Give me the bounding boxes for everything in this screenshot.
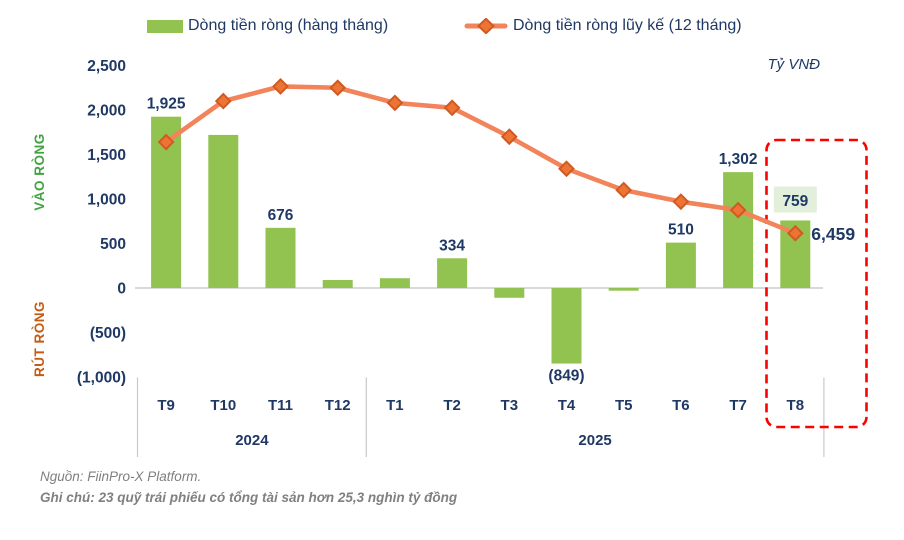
bar-T2 bbox=[437, 258, 468, 288]
x-axis-month-label: T5 bbox=[615, 397, 633, 414]
legend-item-cumulative-flow: Dòng tiền ròng lũy kế (12 tháng) bbox=[464, 13, 742, 39]
line-marker-T2 bbox=[443, 99, 461, 117]
legend-item-monthly-flow: Dòng tiền ròng (hàng tháng) bbox=[147, 13, 388, 39]
bar-T4 bbox=[551, 288, 582, 364]
legend-label-monthly-flow: Dòng tiền ròng (hàng tháng) bbox=[188, 17, 389, 34]
line-marker-T8 bbox=[786, 224, 804, 242]
bar-label-T6: 510 bbox=[668, 222, 694, 239]
bar-label-T11: 676 bbox=[268, 207, 294, 224]
cumulative-line bbox=[163, 84, 798, 236]
bar-label-T7: 1,302 bbox=[719, 151, 758, 168]
line-marker-T3 bbox=[500, 128, 518, 146]
y-tick-label: 500 bbox=[100, 236, 126, 253]
footer-notes: Nguồn: FiinPro-X Platform. Ghi chú: 23 q… bbox=[40, 466, 457, 508]
line-marker-T11 bbox=[272, 78, 289, 95]
x-axis-month-label: T2 bbox=[443, 397, 461, 414]
bar-T7 bbox=[723, 172, 754, 288]
y-tick-label: (500) bbox=[90, 325, 126, 342]
y-tick-label: (1,000) bbox=[77, 370, 126, 387]
line-marker-T9 bbox=[157, 133, 175, 151]
unit-label: Tỷ VNĐ bbox=[768, 56, 821, 73]
y-tick-label: 0 bbox=[117, 281, 126, 298]
bar-series-swatch-icon bbox=[147, 19, 183, 33]
line-marker-T10 bbox=[214, 92, 232, 110]
x-axis-month-label: T4 bbox=[558, 397, 576, 414]
line-marker-T7 bbox=[729, 201, 747, 219]
line-marker-T4 bbox=[558, 160, 575, 178]
y-tick-label: 1,000 bbox=[87, 192, 126, 209]
line-series-marker-icon bbox=[464, 18, 508, 34]
source-note: Nguồn: FiinPro-X Platform. bbox=[40, 469, 202, 484]
legend-label-cumulative-flow: Dòng tiền ròng lũy kế (12 tháng) bbox=[513, 17, 742, 34]
x-axis-year-label: 2024 bbox=[235, 432, 269, 449]
x-axis-month-label: T9 bbox=[157, 397, 175, 414]
x-axis-month-label: T7 bbox=[729, 397, 747, 414]
bar-label-T8: 759 bbox=[782, 193, 808, 210]
bar-label-T2: 334 bbox=[439, 237, 465, 254]
chart-legend: Dòng tiền ròng (hàng tháng) Dòng tiền rò… bbox=[0, 13, 904, 41]
outflow-side-label: RÚT RÒNG bbox=[32, 301, 47, 377]
x-axis-month-label: T12 bbox=[325, 397, 351, 414]
y-tick-label: 1,500 bbox=[87, 147, 126, 164]
bar-T10 bbox=[208, 134, 239, 288]
bar-label-T4: (849) bbox=[548, 368, 584, 385]
x-axis-month-label: T10 bbox=[210, 397, 236, 414]
bar-T6 bbox=[665, 242, 696, 288]
y-tick-label: 2,000 bbox=[87, 103, 126, 120]
line-marker-T5 bbox=[615, 181, 633, 199]
net-cashflow-combo-chart: Tỷ VNĐ 2,500 2,000 1,500 1,000 500 0 (500) (1,00… bbox=[32, 56, 868, 457]
bar-T11 bbox=[265, 227, 296, 288]
cumulative-end-label: 6,459 bbox=[811, 224, 855, 244]
y-tick-label: 2,500 bbox=[87, 58, 126, 75]
line-marker-T6 bbox=[672, 193, 690, 211]
x-axis-year-label: 2025 bbox=[578, 432, 611, 449]
x-axis-month-label: T1 bbox=[386, 397, 404, 414]
note-line: Ghi chú: 23 quỹ trái phiếu có tổng tài s… bbox=[40, 490, 458, 505]
x-axis-month-label: T6 bbox=[672, 397, 690, 414]
bar-T3 bbox=[494, 288, 525, 298]
bar-T5 bbox=[608, 288, 639, 291]
bar-label-T9: 1,925 bbox=[147, 96, 186, 113]
inflow-side-label: VÀO RÒNG bbox=[32, 133, 47, 211]
x-axis-month-label: T8 bbox=[787, 397, 805, 414]
line-marker-T12 bbox=[329, 79, 347, 97]
bar-label-highlight-bg bbox=[773, 186, 817, 213]
line-marker-T1 bbox=[386, 94, 404, 112]
x-axis-month-label: T3 bbox=[501, 397, 519, 414]
x-axis-month-label: T11 bbox=[268, 397, 293, 414]
bar-T1 bbox=[379, 278, 410, 288]
bar-T12 bbox=[322, 279, 353, 288]
